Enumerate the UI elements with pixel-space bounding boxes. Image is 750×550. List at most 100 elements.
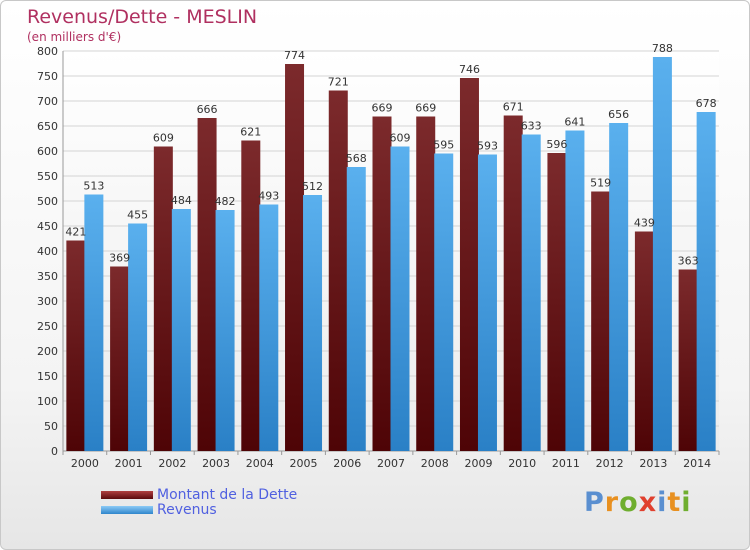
dette-bar (372, 116, 392, 451)
y-tick-label: 800 (37, 45, 58, 58)
revenus-bar-label: 678 (696, 97, 717, 110)
x-tick-label: 2012 (596, 457, 624, 470)
revenus-bar (652, 57, 672, 451)
legend-label-dette: Montant de la Dette (157, 487, 298, 503)
legend-item-dette: Montant de la Dette (101, 487, 297, 503)
dette-bar (591, 191, 611, 451)
dette-bar-label: 671 (503, 101, 524, 114)
dette-bar (197, 118, 217, 451)
y-tick-label: 250 (37, 320, 58, 333)
logo-letter: i (681, 487, 692, 518)
y-tick-label: 350 (37, 270, 58, 283)
dette-bar (634, 231, 654, 451)
dette-bar-label: 774 (284, 49, 305, 62)
revenus-bar (609, 123, 629, 451)
logo-letter: o (619, 487, 639, 518)
dette-bar-label: 363 (678, 255, 699, 268)
dette-bar-label: 669 (372, 102, 393, 115)
revenus-bar (565, 130, 585, 451)
dette-bar-label: 421 (65, 226, 86, 239)
revenus-bar (171, 209, 191, 451)
legend-swatch-dette (101, 491, 153, 499)
logo-letter: P (584, 487, 605, 518)
x-tick-label: 2006 (333, 457, 361, 470)
revenus-bar-label: 482 (215, 195, 236, 208)
revenus-bar (434, 153, 454, 451)
revenus-bar-label: 493 (258, 190, 279, 203)
legend-swatch-revenus (101, 506, 153, 514)
logo-letter: x (638, 487, 658, 518)
y-tick-label: 700 (37, 95, 58, 108)
x-tick-label: 2014 (683, 457, 711, 470)
y-tick-label: 500 (37, 195, 58, 208)
dette-bar (153, 146, 173, 451)
dette-bar (285, 64, 305, 451)
x-tick-label: 2000 (71, 457, 99, 470)
revenus-bar-label: 512 (302, 180, 323, 193)
x-tick-label: 2013 (639, 457, 667, 470)
x-tick-label: 2004 (246, 457, 274, 470)
x-tick-label: 2007 (377, 457, 405, 470)
x-tick-label: 2002 (158, 457, 186, 470)
dette-bar (547, 153, 567, 451)
x-tick-label: 2010 (508, 457, 536, 470)
chart-subtitle: (en milliers d'€) (27, 30, 122, 44)
logo-letter: r (604, 487, 620, 518)
dette-bar-label: 439 (634, 217, 655, 230)
y-tick-label: 750 (37, 70, 58, 83)
x-tick-label: 2005 (290, 457, 318, 470)
dette-bar (503, 115, 523, 451)
dette-bar-label: 669 (415, 102, 436, 115)
logo-letter: t (667, 487, 682, 518)
revenus-bar-label: 656 (608, 108, 629, 121)
revenus-bar (259, 204, 279, 451)
revenus-bar-label: 609 (390, 132, 411, 145)
revenus-bar (84, 194, 104, 451)
x-tick-label: 2011 (552, 457, 580, 470)
revenus-bar (303, 195, 323, 451)
revenus-bar (215, 210, 235, 451)
revenus-bar (477, 154, 497, 451)
revenus-bar-label: 568 (346, 152, 367, 165)
x-tick-label: 2009 (464, 457, 492, 470)
dette-bar-label: 369 (109, 252, 130, 265)
dette-bar (678, 269, 698, 451)
legend-label-revenus: Revenus (157, 502, 217, 518)
revenus-bar (521, 134, 541, 451)
dette-bar (110, 266, 130, 451)
dette-bar-label: 596 (546, 138, 567, 151)
revenus-bar-label: 595 (433, 139, 454, 152)
dette-bar-label: 621 (240, 126, 261, 139)
y-tick-label: 600 (37, 145, 58, 158)
revenus-bar-label: 788 (652, 42, 673, 55)
revenus-bar (696, 112, 716, 451)
legend-item-revenus: Revenus (101, 502, 217, 518)
revenus-bar-label: 593 (477, 140, 498, 153)
y-tick-label: 0 (51, 445, 58, 458)
dette-bar-label: 609 (153, 132, 174, 145)
revenus-bar (346, 167, 366, 451)
revenus-bar-label: 484 (171, 194, 192, 207)
dette-bar (416, 116, 436, 451)
revenus-bar-label: 633 (521, 120, 542, 133)
proxiti-logo: Proxiti (584, 487, 692, 518)
dette-bar (241, 140, 261, 451)
y-tick-label: 300 (37, 295, 58, 308)
revenus-bar-label: 513 (83, 180, 104, 193)
dette-bar (66, 240, 86, 451)
dette-bar-label: 746 (459, 63, 480, 76)
dette-bar (328, 90, 348, 451)
y-tick-label: 550 (37, 170, 58, 183)
dette-bar-label: 721 (328, 76, 349, 89)
x-tick-label: 2008 (421, 457, 449, 470)
dette-bar (459, 78, 479, 451)
revenus-bar (390, 146, 410, 451)
dette-bar-label: 666 (197, 103, 218, 116)
y-tick-label: 100 (37, 395, 58, 408)
y-tick-label: 200 (37, 345, 58, 358)
y-tick-label: 50 (44, 420, 58, 433)
y-tick-label: 400 (37, 245, 58, 258)
x-tick-label: 2001 (115, 457, 143, 470)
